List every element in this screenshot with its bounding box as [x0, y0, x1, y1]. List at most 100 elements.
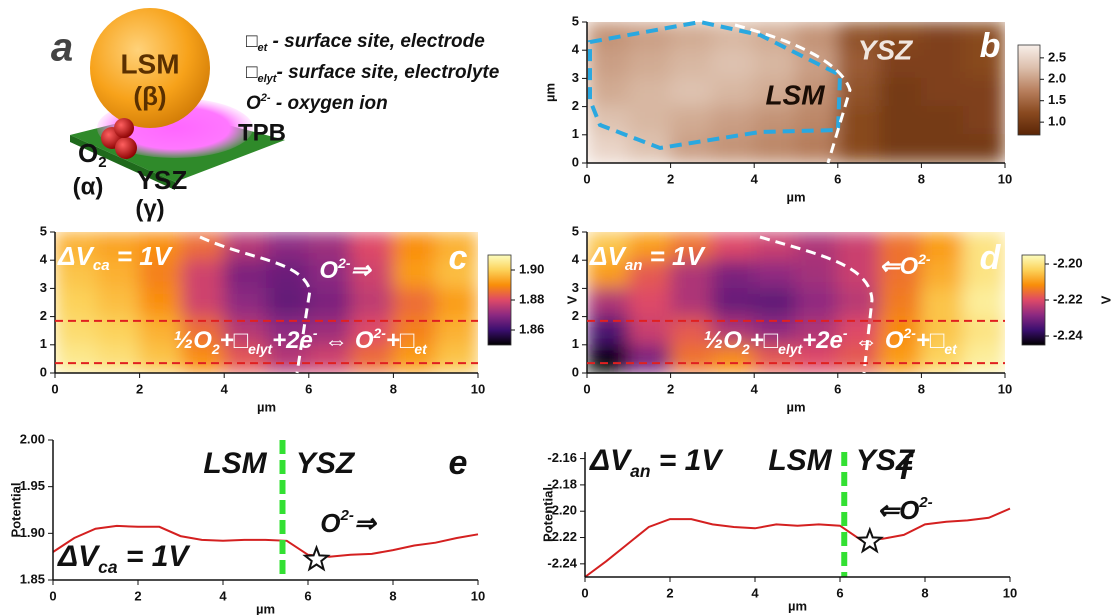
heatmap-cell [962, 77, 1005, 108]
heatmap-cell [181, 259, 225, 289]
x-tick-label: 8 [390, 381, 397, 396]
heatmap-cell [753, 134, 797, 163]
text-segment: 2 [98, 154, 106, 171]
heatmap-cell [670, 77, 713, 108]
heatmap-cell [753, 287, 797, 318]
text-segment: = 1V [642, 241, 706, 271]
text-segment: 2- [373, 325, 387, 341]
annotation: ½O2+□elyt+2e- ⇔ O2-+□et [703, 325, 958, 357]
heatmap-cell [879, 259, 922, 289]
heatmap-cell [96, 259, 141, 289]
y-tick-label: 4 [572, 252, 580, 267]
colorbar-label: V [1098, 295, 1113, 304]
y-tick-label: 0 [572, 364, 579, 379]
y-tick-label: 2 [572, 98, 579, 113]
heatmap-cell [670, 259, 713, 289]
heatmap-cell [350, 232, 394, 261]
y-tick-label: 2 [572, 308, 579, 323]
x-tick-label: 0 [583, 381, 590, 396]
text-segment: - oxygen ion [271, 93, 388, 114]
y-tick-label: 3 [40, 280, 47, 295]
x-axis-label: µm [256, 601, 275, 615]
heatmap-cell [139, 287, 183, 318]
heatmap-cell [223, 232, 267, 261]
heatmap-cell [55, 287, 98, 318]
heatmap-cell [350, 287, 394, 318]
y-tick-label: 1.95 [20, 478, 45, 493]
heatmap-cell [181, 232, 225, 261]
heatmap-cell [587, 287, 630, 318]
x-tick-label: 0 [51, 381, 58, 396]
heatmap-cell [587, 22, 630, 51]
heatmap-cell [837, 134, 881, 163]
text-segment: O [246, 93, 261, 114]
heatmap [55, 232, 478, 373]
line-series [584, 507, 1011, 578]
y-tick-label: 3 [572, 280, 579, 295]
x-axis-label: µm [257, 399, 276, 414]
heatmap-cell [837, 232, 881, 261]
star-marker [302, 544, 331, 572]
heatmap-cell [753, 344, 797, 373]
text-segment: - surface site, electrolyte [276, 62, 499, 83]
x-tick-label: 10 [998, 171, 1012, 186]
heatmap-cell [837, 77, 881, 108]
heatmap-cell [879, 232, 922, 261]
heatmap-cell [920, 22, 964, 51]
panel-label: c [449, 239, 468, 277]
x-tick-label: 6 [834, 381, 841, 396]
x-tick-label: 6 [304, 588, 311, 603]
heatmap-cell [308, 232, 352, 261]
heatmap-cell [670, 287, 713, 318]
text-segment: = 1V [650, 444, 724, 477]
annotation: O2-⇒ [319, 255, 372, 285]
heatmap-cell [711, 259, 755, 289]
heatmap-cell [628, 77, 672, 108]
text-segment: ca [93, 257, 110, 274]
panel-label: b [980, 27, 1001, 65]
heatmap-cell [920, 259, 964, 289]
text-segment: elyt [778, 341, 803, 357]
text-segment: 2- [903, 325, 917, 341]
electrolyte-label: YSZ [137, 165, 188, 195]
heatmap-cell [308, 259, 352, 289]
heatmap-cell [795, 287, 839, 318]
text-segment: ⇒ [354, 508, 378, 538]
text-segment: O [193, 327, 212, 354]
annotation: YSZ [856, 444, 916, 477]
oxygen-atom [115, 137, 137, 159]
text-segment: ⇐O [879, 253, 918, 280]
heatmap-cell [435, 287, 478, 318]
legend-entry: □et - surface site, electrode [246, 31, 485, 54]
x-tick-label: 6 [836, 585, 843, 600]
heatmap-cell [96, 232, 141, 261]
heatmap-cell [628, 22, 672, 51]
heatmap-cell [628, 287, 672, 318]
annotation: ⇐O2- [879, 251, 931, 281]
x-tick-label: 4 [219, 588, 227, 603]
text-segment: = 1V [110, 241, 174, 271]
y-tick-label: 1 [40, 336, 47, 351]
text-segment: 2- [337, 255, 351, 271]
heatmap-cell [837, 106, 881, 136]
colorbar [1017, 44, 1041, 136]
y-tick-label: -2.22 [547, 529, 577, 544]
x-tick-label: 2 [136, 381, 143, 396]
y-tick-label: 2.00 [20, 431, 45, 446]
annotation: ΔVca = 1V [57, 540, 191, 577]
x-tick-label: 8 [921, 585, 928, 600]
x-tick-label: 8 [918, 171, 925, 186]
heatmap-cell [962, 259, 1005, 289]
heatmap-cell [837, 49, 881, 79]
x-tick-label: 8 [389, 588, 396, 603]
heatmap-cell [670, 49, 713, 79]
heatmap-cell [435, 316, 478, 346]
heatmap-cell [920, 49, 964, 79]
text-segment: ΔV [589, 241, 627, 271]
text-segment: 2 [211, 341, 220, 357]
heatmap-cell [587, 77, 630, 108]
heatmap-cell [920, 287, 964, 318]
heatmap-cell [711, 106, 755, 136]
interface-line [734, 23, 852, 164]
